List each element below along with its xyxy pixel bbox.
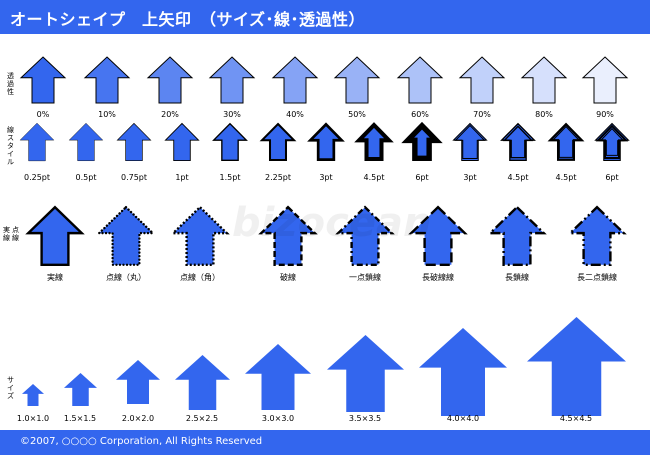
line-style-label: 6pt xyxy=(605,173,619,182)
size-arrow xyxy=(413,322,513,422)
dash-style-label: 長二点鎖線 xyxy=(577,273,617,282)
size-label: 1.0×1.0 xyxy=(16,414,50,423)
dash-style-label: 長破線線 xyxy=(422,273,454,282)
line-style-arrow xyxy=(447,117,493,167)
line-style-label: 1pt xyxy=(175,173,189,182)
page-title: オートシェイプ 上矢印 （サイズ･線･透過性） xyxy=(10,10,366,29)
row-label-dash-solid: 実線 xyxy=(3,226,10,242)
dash-style-arrow xyxy=(21,200,89,272)
dash-style-label: 破線 xyxy=(280,273,296,282)
line-style-arrow xyxy=(207,117,253,167)
row-label-line-style: 線スタイル xyxy=(7,126,14,166)
dash-style-label: 一点鎖線 xyxy=(349,273,381,282)
line-style-arrow xyxy=(589,117,635,167)
line-style-arrow xyxy=(111,117,157,167)
transparency-label: 0% xyxy=(36,110,50,119)
line-style-arrow xyxy=(255,117,301,167)
transparency-label: 80% xyxy=(535,110,553,119)
transparency-label: 40% xyxy=(286,110,304,119)
transparency-arrow xyxy=(204,51,260,109)
size-arrow xyxy=(321,329,410,418)
transparency-label: 70% xyxy=(473,110,491,119)
line-style-label: 4.5pt xyxy=(507,173,529,182)
size-label: 1.5×1.5 xyxy=(63,414,97,423)
line-style-arrow xyxy=(63,117,109,167)
transparency-arrow xyxy=(79,51,135,109)
transparency-label: 60% xyxy=(411,110,429,119)
line-style-label: 3pt xyxy=(319,173,333,182)
size-arrow xyxy=(169,349,236,416)
transparency-arrow xyxy=(329,51,385,109)
transparency-arrow xyxy=(454,51,510,109)
line-style-arrow xyxy=(351,117,397,167)
line-style-label: 3pt xyxy=(463,173,477,182)
dash-style-arrow xyxy=(92,200,160,272)
dash-style-arrow xyxy=(254,200,322,272)
dash-style-label: 実線 xyxy=(47,273,63,282)
dash-style-arrow xyxy=(166,200,234,272)
transparency-arrow xyxy=(142,51,198,109)
row-label-dash-dotted: 点線 xyxy=(12,226,19,242)
line-style-arrow xyxy=(495,117,541,167)
line-style-arrow xyxy=(399,117,445,167)
transparency-arrow xyxy=(577,51,633,109)
line-style-label: 4.5pt xyxy=(363,173,385,182)
transparency-arrow xyxy=(392,51,448,109)
size-label: 2.0×2.0 xyxy=(121,414,155,423)
dash-style-arrow xyxy=(404,200,472,272)
dash-style-label: 点線（角） xyxy=(180,273,220,282)
line-style-label: 0.5pt xyxy=(75,173,97,182)
transparency-label: 20% xyxy=(161,110,179,119)
dash-style-arrow xyxy=(563,200,631,272)
line-style-label: 0.25pt xyxy=(23,173,51,182)
line-style-arrow xyxy=(159,117,205,167)
size-arrow xyxy=(521,311,632,422)
transparency-arrow xyxy=(267,51,323,109)
line-style-label: 4.5pt xyxy=(555,173,577,182)
transparency-label: 30% xyxy=(223,110,241,119)
size-arrow xyxy=(110,354,166,410)
footer-bar: ©2007, ○○○○ Corporation, All Rights Rese… xyxy=(0,430,650,455)
copyright-text: ©2007, ○○○○ Corporation, All Rights Rese… xyxy=(20,436,263,447)
size-label: 3.0×3.0 xyxy=(261,414,295,423)
dash-style-label: 点線（丸） xyxy=(106,273,146,282)
row-label-transparency: 透過性 xyxy=(7,72,14,96)
size-label: 4.5×4.5 xyxy=(559,414,593,423)
transparency-arrow xyxy=(516,51,572,109)
line-style-label: 0.75pt xyxy=(120,173,148,182)
size-arrow xyxy=(58,367,103,412)
line-style-arrow xyxy=(14,117,60,167)
dash-style-arrow xyxy=(483,200,551,272)
line-style-label: 1.5pt xyxy=(219,173,241,182)
transparency-label: 10% xyxy=(98,110,116,119)
row-label-dash: 実線点線 xyxy=(2,226,20,242)
size-label: 3.5×3.5 xyxy=(348,414,382,423)
transparency-label: 90% xyxy=(596,110,614,119)
row-label-size: サイズ xyxy=(7,376,14,400)
dash-style-arrow xyxy=(331,200,399,272)
line-style-label: 2.25pt xyxy=(264,173,292,182)
line-style-arrow xyxy=(543,117,589,167)
header-bar: オートシェイプ 上矢印 （サイズ･線･透過性） xyxy=(0,0,650,34)
size-label: 2.5×2.5 xyxy=(185,414,219,423)
line-style-arrow xyxy=(303,117,349,167)
size-label: 4.0×4.0 xyxy=(446,414,480,423)
dash-style-label: 長鎖線 xyxy=(505,273,529,282)
line-style-label: 6pt xyxy=(415,173,429,182)
transparency-label: 50% xyxy=(348,110,366,119)
size-arrow xyxy=(239,338,317,416)
size-arrow xyxy=(16,378,50,412)
transparency-arrow xyxy=(15,51,71,109)
